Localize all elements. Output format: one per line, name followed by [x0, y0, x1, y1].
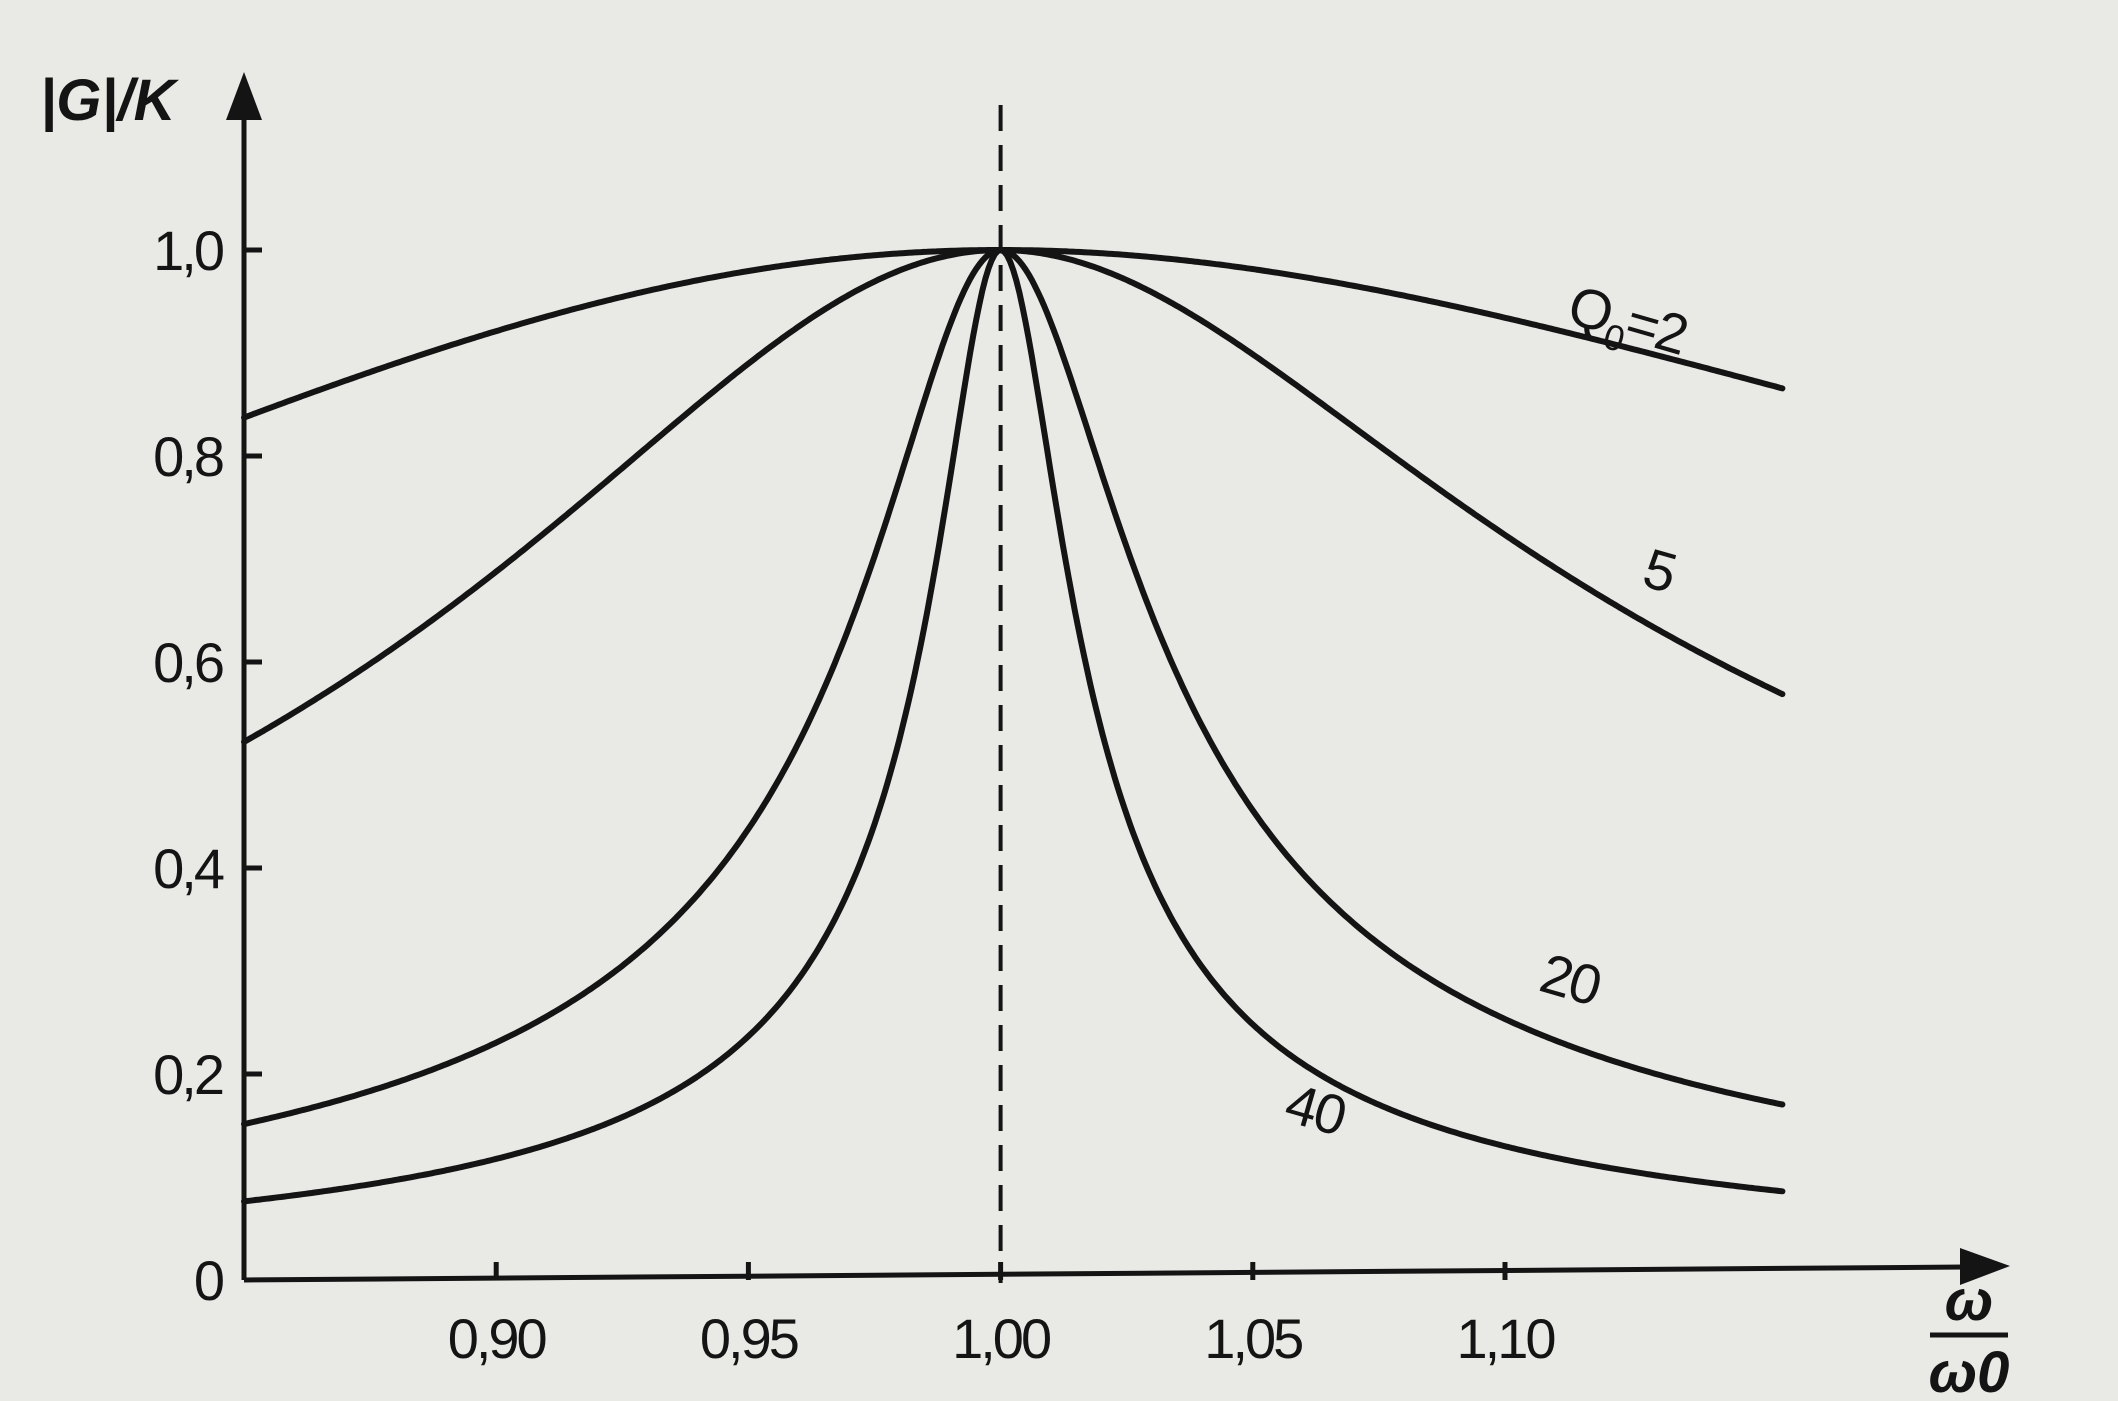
- series-label-5: 5: [1637, 536, 1682, 605]
- series-line-20: [241, 247, 1786, 1128]
- x-tick-label: 1,05: [1204, 1307, 1302, 1370]
- y-tick-label: 0,6: [153, 631, 223, 694]
- x-tick-label: 1,00: [952, 1307, 1050, 1370]
- x-tick-label: 0,95: [700, 1307, 798, 1370]
- axis-ticks: 0,90 0,95 1,00 1,05 1,10 0 0,2 0,4 0,6 0,8 1,0: [153, 219, 1557, 1370]
- series-label-20: 20: [1534, 941, 1607, 1018]
- x-tick-label: 1,10: [1457, 1307, 1555, 1370]
- y-tick-label: 0: [194, 1249, 223, 1312]
- x-axis-title: ω ω0: [1929, 1268, 2010, 1401]
- y-tick-label: 0,2: [153, 1043, 223, 1106]
- x-axis-title-denominator: ω0: [1929, 1340, 2010, 1401]
- series-line-5: [241, 247, 1786, 745]
- y-tick-label: 0,8: [153, 425, 223, 488]
- y-tick-label: 1,0: [153, 219, 223, 282]
- series-label-q2-rest: =2: [1619, 289, 1694, 366]
- series-curves: [241, 247, 1786, 1205]
- series-label-40: 40: [1279, 1071, 1352, 1148]
- series-line-40: [241, 247, 1786, 1205]
- x-axis-arrowhead: [1960, 1248, 2010, 1285]
- y-axis-title: |G|/K: [40, 68, 180, 133]
- x-axis-title-numerator: ω: [1945, 1268, 1993, 1333]
- y-tick-label: 0,4: [153, 837, 224, 900]
- x-axis: [243, 1264, 1966, 1283]
- y-axis-arrowhead: [226, 72, 262, 120]
- series-label-q2: Q0=2: [1559, 273, 1694, 376]
- x-tick-label: 0,90: [448, 1307, 546, 1370]
